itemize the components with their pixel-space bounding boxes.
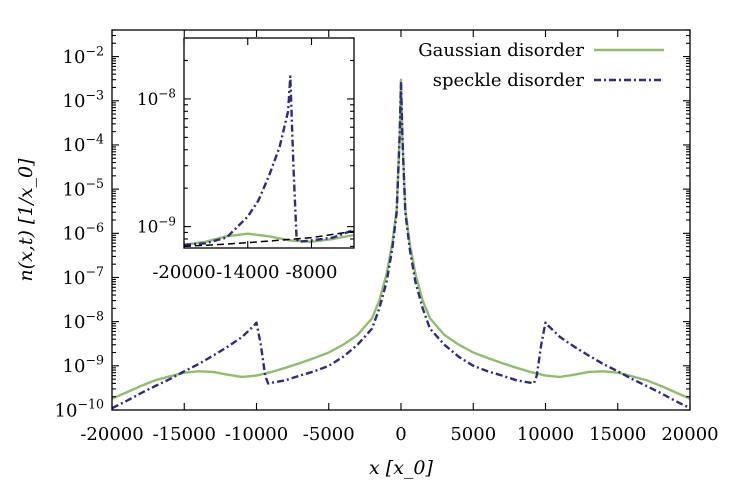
inset-plot-lines <box>183 75 355 248</box>
inset-y-tick-label: 10−8 <box>137 87 176 110</box>
y-tick-label: 10−6 <box>63 220 104 245</box>
legend-label-speckle: speckle disorder <box>433 70 585 91</box>
inset-plot-frame <box>183 37 355 249</box>
x-tick-label: 20000 <box>661 424 718 445</box>
inset-x-tick-label: -20000 <box>152 262 215 283</box>
main-plot-lines <box>111 78 691 410</box>
inset-plot-ticks <box>183 37 354 248</box>
x-tick-label: 5000 <box>450 424 496 445</box>
inset-x-tick-labels: -20000 -14000 -8000 <box>152 262 337 283</box>
y-tick-label: 10−9 <box>63 353 104 378</box>
y-tick-label: 10−3 <box>63 88 104 113</box>
inset-series-line-2 <box>183 230 355 248</box>
x-tick-label: -5000 <box>303 424 355 445</box>
inset-background <box>184 38 354 248</box>
x-tick-label: -15000 <box>153 424 216 445</box>
inset-x-tick-label: -14000 <box>216 262 279 283</box>
y-axis-label: n(x,t) [1/x_0] <box>15 158 37 282</box>
y-tick-label: 10−4 <box>63 132 104 157</box>
y-tick-label: 10−2 <box>63 43 104 68</box>
x-tick-label: 15000 <box>589 424 646 445</box>
series-line-0 <box>111 78 691 400</box>
inset-series-line-1 <box>183 75 355 246</box>
x-tick-labels: -20000 -15000 -10000 -5000 0 5000 10000 15000 20… <box>80 424 718 445</box>
inset-series-line-0 <box>183 232 355 246</box>
inset-y-tick-labels: 10−9 10−8 <box>137 87 176 238</box>
inset-x-tick-label: -8000 <box>286 262 338 283</box>
legend-label-gaussian: Gaussian disorder <box>418 40 584 61</box>
inset-plot: -20000 -14000 -8000 10−9 10−8 <box>137 37 355 283</box>
x-tick-label: 10000 <box>517 424 574 445</box>
x-tick-label: -10000 <box>225 424 288 445</box>
y-tick-labels: 10−10 10−9 10−8 10−7 10−6 10−5 10−4 10−3 10−2 <box>55 43 104 421</box>
x-tick-label: -20000 <box>80 424 143 445</box>
x-tick-label: 0 <box>395 424 406 445</box>
y-tick-label: 10−7 <box>63 264 104 289</box>
series-line-1 <box>111 81 691 410</box>
main-plot-ticks <box>111 29 691 411</box>
y-tick-label: 10−10 <box>55 397 104 422</box>
y-tick-label: 10−5 <box>63 176 104 201</box>
x-axis-label: x [x_0] <box>369 457 433 479</box>
inset-y-tick-label: 10−9 <box>137 214 176 237</box>
legend: Gaussian disorder speckle disorder <box>418 40 664 91</box>
y-tick-label: 10−8 <box>63 308 104 333</box>
